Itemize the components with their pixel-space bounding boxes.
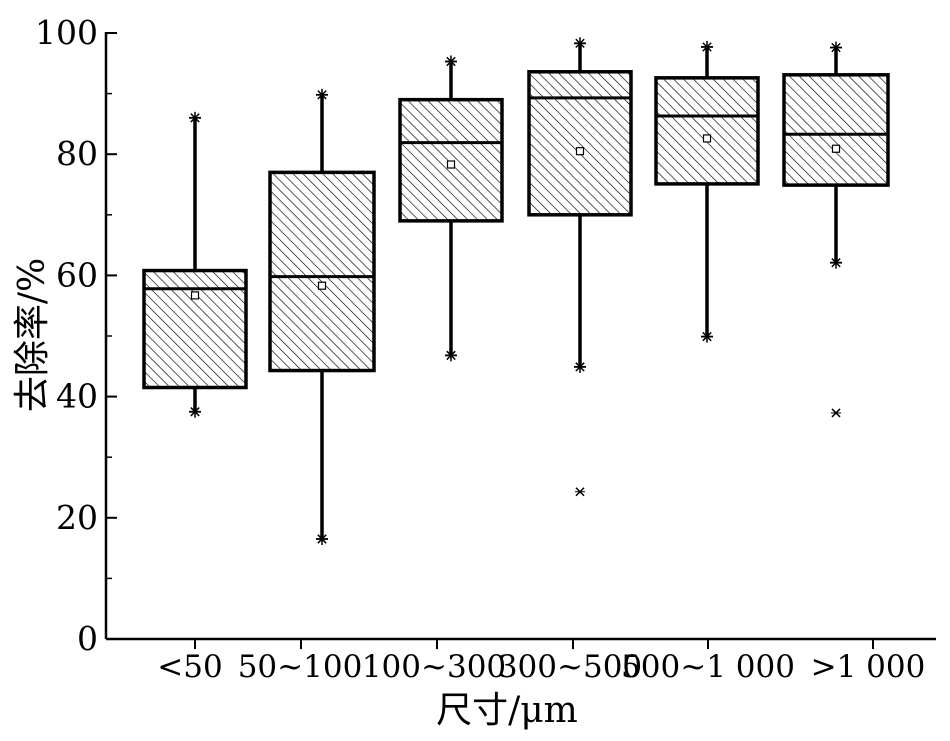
x-tick-label: 500~1 000: [621, 649, 795, 685]
whisker-cap-upper: [445, 55, 457, 68]
y-tick-label: 20: [56, 498, 98, 537]
whisker-cap-upper: [189, 111, 201, 124]
box-group: [527, 37, 633, 497]
whisker-cap-lower: [701, 330, 713, 343]
outlier-marker: [831, 408, 841, 418]
box-iqr: [782, 73, 890, 187]
mean-marker: [831, 144, 841, 153]
boxes-layer: [142, 37, 890, 546]
mean-marker: [190, 291, 200, 300]
box-iqr: [398, 97, 504, 223]
box-iqr: [654, 76, 760, 186]
whisker-cap-upper: [830, 41, 842, 54]
mean-marker: [575, 147, 585, 156]
x-tick-label: >1 000: [811, 649, 926, 685]
box-iqr: [527, 70, 633, 217]
x-tick-label: 50~100: [238, 649, 363, 685]
x-tick-label: <50: [157, 649, 222, 685]
whisker-cap-upper: [701, 40, 713, 53]
y-tick-label: 0: [77, 619, 98, 658]
y-tick-label: 100: [35, 13, 98, 52]
whisker-cap-upper: [574, 37, 586, 50]
whisker-cap-lower: [316, 533, 328, 546]
y-axis-title: 去除率/%: [12, 258, 53, 412]
mean-marker: [702, 134, 712, 143]
box-group: [268, 88, 376, 546]
whisker-cap-upper: [316, 88, 328, 101]
y-tick-label: 60: [56, 255, 98, 294]
x-axis-title: 尺寸/μm: [436, 690, 578, 731]
box-group: [782, 41, 890, 418]
x-tick-label: 300~500: [498, 649, 642, 685]
whisker-cap-lower: [189, 405, 201, 418]
box-group: [142, 111, 248, 418]
mean-marker: [317, 281, 327, 290]
outlier-marker: [575, 487, 585, 497]
y-tick-label: 40: [56, 377, 98, 416]
y-tick-label: 80: [56, 134, 98, 173]
box-group: [654, 40, 760, 343]
whisker-cap-lower: [445, 349, 457, 362]
axes: 0 20 40 60 80 100 <50 50~100 100~300300~500500~1…: [35, 13, 936, 685]
labels-layer: 尺寸/μm 去除率/%: [12, 258, 578, 731]
box-group: [398, 55, 504, 362]
whisker-cap-lower: [830, 256, 842, 269]
x-tick-label: 100~300: [362, 649, 506, 685]
whisker-cap-lower: [574, 360, 586, 373]
mean-marker: [446, 160, 456, 169]
box-iqr: [268, 170, 376, 373]
